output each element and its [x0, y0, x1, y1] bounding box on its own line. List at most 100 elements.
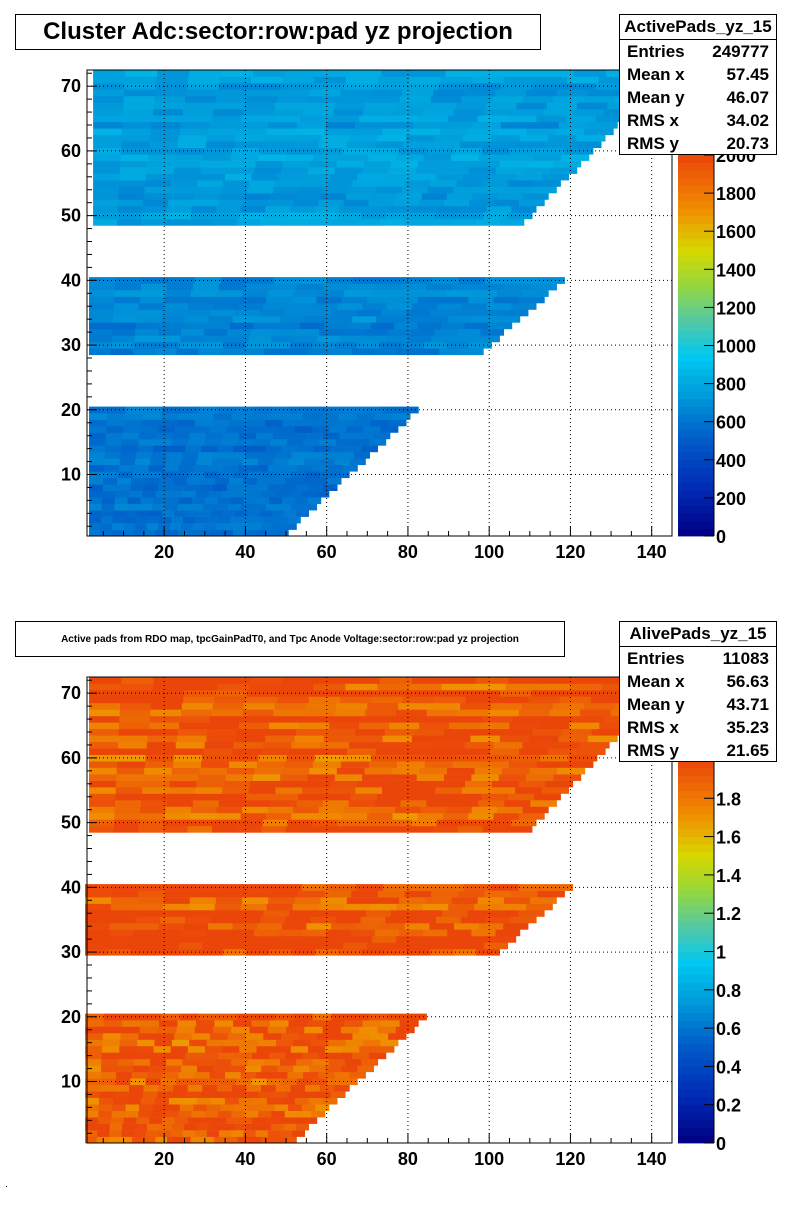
- heatmap-cell-band2: [171, 767, 200, 775]
- palette-swatch: [678, 497, 714, 506]
- heatmap-cell-band0: [280, 1058, 297, 1066]
- heatmap-cell-band2: [445, 160, 473, 168]
- heatmap-cell-band2: [206, 134, 236, 142]
- heatmap-cell-band2: [93, 218, 118, 226]
- heatmap-cell-band2: [534, 793, 561, 801]
- color-palette: [678, 760, 714, 1144]
- heatmap-cell-band1: [471, 929, 497, 937]
- heatmap-cell-band1: [113, 315, 138, 323]
- heatmap-cell-band1: [160, 315, 186, 323]
- heatmap-cell-band2: [472, 160, 500, 168]
- palette-swatch: [678, 790, 714, 799]
- heatmap-cell-band2: [442, 121, 473, 129]
- heatmap-cell-band0: [322, 1026, 342, 1034]
- heatmap-cell-band0: [114, 497, 129, 504]
- heatmap-cell-band1: [229, 929, 255, 937]
- heatmap-cell-band0: [133, 529, 145, 537]
- heatmap-cell-band1: [191, 290, 218, 297]
- heatmap-cell-band1: [111, 890, 139, 898]
- heatmap-cell-band2: [324, 793, 352, 801]
- heatmap-cell-band2: [428, 218, 453, 226]
- heatmap-cell-band0: [303, 1071, 320, 1079]
- heatmap-cell-band2: [312, 819, 338, 827]
- heatmap-cell-band2: [287, 147, 316, 155]
- heatmap-cell-band0: [168, 1052, 186, 1060]
- heatmap-cell-band2: [250, 82, 282, 90]
- heatmap-cell-band2: [213, 108, 244, 116]
- heatmap-cell-band0: [101, 1058, 119, 1066]
- heatmap-cell-band1: [471, 315, 497, 323]
- palette-swatch: [678, 882, 714, 891]
- heatmap-cell-band2: [461, 95, 493, 103]
- heatmap-cell-band0: [85, 1039, 103, 1047]
- heatmap-cell-band0: [182, 451, 199, 459]
- heatmap-cell-band0: [137, 1039, 156, 1047]
- heatmap-cell-band2: [191, 806, 218, 814]
- heatmap-cell-band2: [212, 218, 238, 226]
- heatmap-cell-band0: [345, 1039, 364, 1047]
- heatmap-cell-band2: [320, 193, 347, 200]
- heatmap-cell-band2: [493, 812, 520, 820]
- heatmap-cell-band0: [211, 458, 228, 466]
- heatmap-cell-band2: [536, 761, 566, 768]
- heatmap-cell-band2: [317, 70, 350, 77]
- x-tick-label: 80: [398, 1149, 418, 1169]
- heatmap-cell-band2: [336, 212, 362, 220]
- palette-swatch: [678, 951, 714, 960]
- heatmap-cell-band2: [282, 76, 315, 84]
- heatmap-cell-band2: [218, 677, 251, 684]
- heatmap-cell-band0: [201, 477, 216, 485]
- heatmap-cell-band2: [587, 89, 620, 97]
- heatmap-cell-band0: [275, 490, 290, 498]
- heatmap-cell-band1: [511, 303, 537, 310]
- heatmap-cell-band0: [111, 1110, 126, 1118]
- heatmap-cell-band2: [334, 774, 363, 781]
- heatmap-cell-band0: [198, 406, 218, 414]
- heatmap-cell-band0: [302, 1052, 320, 1060]
- palette-swatch: [678, 215, 714, 224]
- heatmap-cell-band2: [553, 95, 585, 103]
- heatmap-cell-band2: [162, 825, 188, 833]
- heatmap-cell-band2: [116, 767, 145, 775]
- heatmap-cell-band0: [139, 1026, 159, 1034]
- heatmap-cell-band0: [206, 1039, 225, 1047]
- heatmap-cell-band0: [189, 432, 207, 440]
- heatmap-cell-band2: [398, 702, 430, 710]
- heatmap-cell-band1: [273, 328, 297, 336]
- heatmap-cell-band0: [197, 1065, 214, 1073]
- heatmap-cell-band2: [183, 108, 214, 116]
- heatmap-cell-band0: [240, 484, 255, 491]
- heatmap-cell-band2: [215, 95, 248, 103]
- heatmap-cell-band2: [478, 154, 507, 161]
- heatmap-cell-band0: [109, 1123, 123, 1131]
- heatmap-cell-band1: [318, 290, 345, 297]
- heatmap-cell-band1: [242, 290, 269, 297]
- heatmap-cell-band2: [318, 141, 348, 148]
- heatmap-cell-band2: [367, 702, 399, 710]
- heatmap-cell-band2: [603, 108, 634, 116]
- heatmap-cell-band0: [208, 490, 223, 498]
- heatmap-cell-band2: [479, 722, 510, 730]
- heatmap-cell-band2: [426, 147, 455, 155]
- stats-row-rms-y: RMS y 20.73: [627, 134, 769, 153]
- palette-tick-label: 1.6: [716, 828, 741, 848]
- heatmap-cell-band0: [190, 503, 204, 511]
- heatmap-cell-band2: [404, 748, 434, 755]
- heatmap-cell-band0: [388, 1033, 407, 1040]
- heatmap-cell-band0: [202, 1136, 215, 1144]
- heatmap-cell-band2: [125, 70, 158, 77]
- heatmap-cell-band0: [119, 458, 136, 466]
- heatmap-cell-band2: [226, 767, 255, 775]
- heatmap-cell-band0: [266, 503, 280, 511]
- heatmap-cell-band0: [256, 497, 270, 504]
- heatmap-cell-band0: [250, 523, 263, 530]
- heatmap-cell-band1: [493, 910, 520, 917]
- heatmap-cell-band0: [173, 477, 188, 485]
- heatmap-cell-band2: [179, 722, 210, 730]
- heatmap-cell-band1: [161, 910, 188, 917]
- heatmap-cell-band2: [89, 767, 118, 775]
- heatmap-cell-band2: [291, 741, 321, 749]
- palette-swatch: [678, 459, 714, 468]
- heatmap-cell-band2: [558, 735, 589, 743]
- heatmap-cell-band1: [280, 315, 305, 323]
